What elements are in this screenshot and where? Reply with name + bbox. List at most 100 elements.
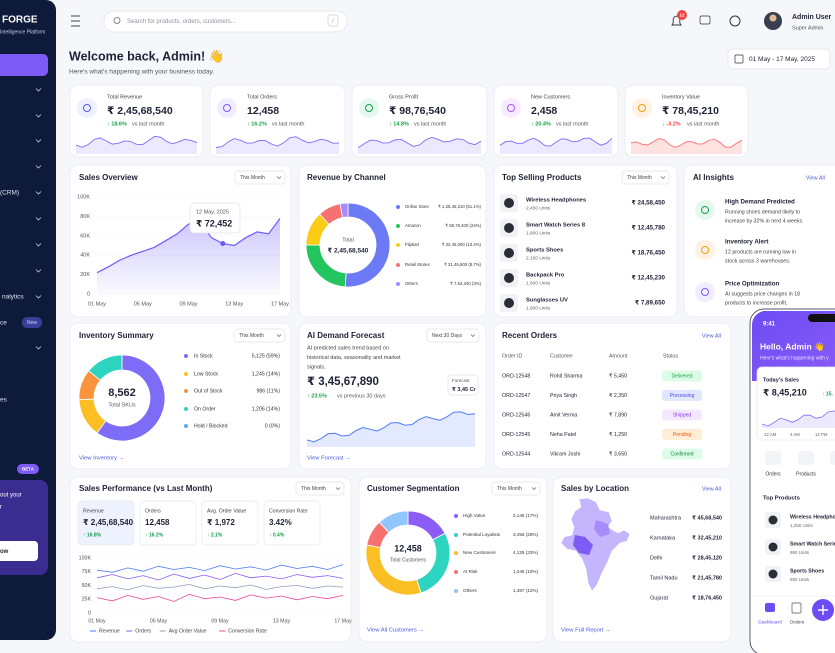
status-label: Delivered — [671, 374, 692, 380]
insight-icon — [695, 240, 715, 260]
dropdown[interactable] — [426, 328, 480, 343]
shortcut-icon[interactable] — [765, 451, 781, 465]
date-picker[interactable] — [727, 48, 831, 70]
forecast-area — [307, 411, 475, 447]
product-thumbnail — [504, 273, 514, 283]
nav-icon[interactable] — [765, 603, 775, 612]
legend-swatch — [184, 407, 188, 411]
donut-slice — [96, 354, 166, 442]
search-placeholder[interactable]: Search for products, orders, customers..… — [127, 19, 236, 25]
card-title: Sales Overview — [79, 173, 138, 182]
menu-item[interactable]: (CRM) — [0, 190, 19, 197]
dropdown-label[interactable]: This Month — [301, 486, 326, 492]
kpi-label: Gross Profit — [389, 94, 419, 100]
search-box[interactable] — [103, 10, 348, 33]
dropdown[interactable] — [295, 481, 345, 496]
kpi-compare: vs last month — [272, 121, 304, 127]
chevron — [531, 487, 537, 490]
card — [209, 84, 346, 158]
forecast-value: ₹ 3,45,67,890 — [307, 376, 379, 388]
table-cell: ORD-12546 — [502, 412, 530, 418]
tooltip — [189, 202, 241, 234]
legend-swatch — [184, 389, 188, 393]
card-description: historical data, seasonality and market — [307, 355, 401, 361]
card-title: AI Demand Forecast — [307, 331, 385, 340]
dropdown-label[interactable]: This Month — [497, 486, 522, 492]
badge-label: New — [27, 320, 37, 326]
nav-button[interactable] — [0, 54, 48, 76]
legend-swatch — [184, 354, 188, 358]
card-title: Top Selling Products — [502, 173, 582, 182]
metric-label: Conversion Rate — [269, 508, 308, 514]
phone-notch — [808, 314, 835, 322]
shortcut-icon[interactable] — [830, 451, 835, 465]
insight-text: AI suggests price changes in 18 — [725, 291, 800, 297]
product-thumbnail — [504, 298, 514, 308]
card-description: signals. — [307, 364, 326, 370]
card-link[interactable]: View All Customers → — [367, 628, 424, 634]
legend-label: Low Stock — [194, 371, 218, 377]
calendar-icon — [734, 54, 744, 64]
phone-axis-label: 12 PM — [815, 432, 828, 437]
insight-text: products to increase profit. — [725, 300, 787, 306]
menu-item[interactable]: nalytics — [2, 294, 24, 301]
card-link[interactable]: View Inventory → — [79, 456, 124, 462]
shortcut-label[interactable]: Orders — [765, 471, 781, 477]
date-range[interactable]: 01 May - 17 May, 2025 — [749, 56, 815, 63]
value-label: 5,125 (59%) — [252, 353, 281, 359]
kpi-compare: vs last month — [132, 121, 164, 127]
value-label: 1,245 (10%) — [513, 569, 538, 574]
table-cell: ORD-12547 — [502, 393, 530, 399]
nav-label[interactable]: Dashboard — [758, 619, 782, 625]
product-units: 1,600 Units — [526, 305, 551, 311]
nav-label[interactable]: Orders — [790, 619, 805, 625]
legend-label: In Stock — [194, 353, 213, 359]
dropdown[interactable] — [234, 170, 286, 185]
menu-item[interactable]: es — [0, 397, 8, 404]
dropdown[interactable] — [491, 481, 541, 496]
column-header: Order ID — [502, 353, 522, 359]
legend-label: Flipkart — [405, 242, 420, 247]
dropdown[interactable] — [233, 328, 286, 343]
shortcut-key — [327, 14, 339, 27]
sparkline-area — [631, 138, 742, 154]
dropdown-label[interactable]: This Month — [627, 175, 652, 181]
nav-icon[interactable] — [791, 602, 802, 614]
promo-button[interactable] — [0, 541, 38, 561]
x-tick-label: 13 May — [225, 301, 243, 307]
phone-section-title: Top Products — [763, 496, 800, 502]
insight-title: Price Optimization — [725, 281, 780, 288]
y-tick-label: 60K — [80, 233, 90, 239]
india-map — [560, 497, 631, 592]
view-all-link[interactable]: View All — [702, 333, 721, 339]
insight-text: Running shoes demand likely to — [725, 209, 800, 215]
dropdown-label[interactable]: This Month — [239, 333, 264, 339]
dropdown[interactable] — [621, 170, 670, 185]
location-name: Delhi — [650, 555, 663, 561]
area — [97, 218, 280, 294]
legend-label: Out of Stock — [194, 388, 223, 394]
chevron — [35, 88, 42, 92]
shortcut-label[interactable]: Products — [796, 471, 816, 477]
phone-card-value: ₹ 8,45,210 — [763, 387, 807, 397]
legend-swatch — [396, 263, 400, 267]
sparkline — [630, 138, 743, 148]
shortcut-icon[interactable] — [798, 451, 814, 465]
promo-text: out your — [0, 493, 22, 499]
product-thumbnail — [768, 569, 778, 579]
card-link[interactable]: View Forecast → — [307, 456, 351, 462]
line — [96, 572, 344, 581]
legend-swatch — [454, 533, 458, 537]
dropdown-label[interactable]: This Month — [240, 175, 265, 181]
chat-icon[interactable] — [699, 15, 711, 25]
view-all-link[interactable]: View All — [806, 175, 825, 181]
dropdown-label[interactable]: Next 30 Days — [432, 333, 463, 339]
card-link[interactable]: View Full Report → — [561, 628, 611, 634]
view-all-link[interactable]: View All — [702, 486, 721, 492]
page-subtitle: Here's what's happening with your busine… — [69, 69, 214, 76]
menu-item[interactable]: ce — [0, 320, 7, 327]
insight-icon — [701, 206, 709, 214]
promo-button-label[interactable]: ow — [0, 549, 9, 555]
phone-subtitle: Here's what's happening with y — [760, 355, 829, 361]
legend-swatch — [396, 224, 400, 228]
